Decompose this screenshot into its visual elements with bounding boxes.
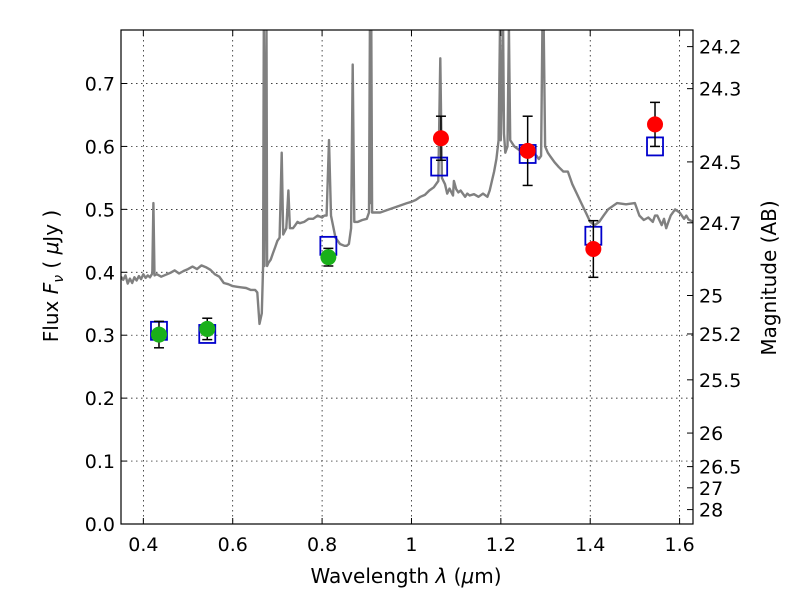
- data-point: [432, 130, 449, 147]
- x-tick-label: 0.6: [218, 534, 248, 556]
- x-tick-label: 0.8: [307, 534, 337, 556]
- y-tick-label: 0.1: [85, 451, 115, 473]
- data-point: [320, 249, 337, 266]
- right-tick-label: 24.5: [699, 152, 741, 174]
- y-tick-label: 0.6: [85, 136, 115, 158]
- data-point: [585, 240, 602, 257]
- model-box: [430, 156, 449, 177]
- right-tick-label: 25.2: [699, 324, 741, 346]
- x-tick-label: 1.6: [664, 534, 694, 556]
- y-tick-label: 0.2: [85, 388, 115, 410]
- right-tick-label: 25: [699, 286, 723, 308]
- right-tick-label: 26: [699, 423, 723, 445]
- right-tick-label: 28: [699, 500, 723, 522]
- right-tick-label: 24.2: [699, 37, 741, 59]
- data-point: [647, 116, 664, 133]
- data-point: [199, 320, 216, 337]
- spectrum-line: [121, 30, 693, 326]
- y-tick-label: 0.7: [85, 73, 115, 95]
- x-tick-label: 0.4: [128, 534, 158, 556]
- right-tick-label: 24.3: [699, 79, 741, 101]
- spectrum-series: [121, 30, 693, 326]
- right-tick-label: 24.7: [699, 213, 741, 235]
- right-tick-label: 25.5: [699, 370, 741, 392]
- data-point: [150, 326, 167, 343]
- plot-frame: [120, 29, 694, 525]
- x-tick-label: 1: [405, 534, 417, 556]
- x-axis-label: Wavelength λ (μm): [310, 564, 501, 588]
- x-tick-label: 1.4: [575, 534, 605, 556]
- y-tick-label: 0.4: [85, 262, 115, 284]
- y-tick-label: 0.5: [85, 199, 115, 221]
- y-tick-label: 0.0: [85, 514, 115, 536]
- right-axis-label: Magnitude (AB): [757, 200, 781, 355]
- grid: [121, 30, 693, 525]
- right-tick-label: 27: [699, 478, 723, 500]
- axis-ticks: 0.4 0.6 0.8 1 1.2 1.4 1.6 0.0 0.1 0.2 0.3 0.4 0.5 0.6…: [85, 30, 741, 556]
- y-axis-label: Flux Fν ( μJy ): [39, 210, 67, 342]
- data-point: [519, 142, 536, 159]
- model-box-series: [150, 136, 664, 344]
- photometry-series: [150, 101, 664, 349]
- y-tick-label: 0.3: [85, 325, 115, 347]
- right-tick-label: 26.5: [699, 457, 741, 479]
- x-tick-label: 1.2: [486, 534, 516, 556]
